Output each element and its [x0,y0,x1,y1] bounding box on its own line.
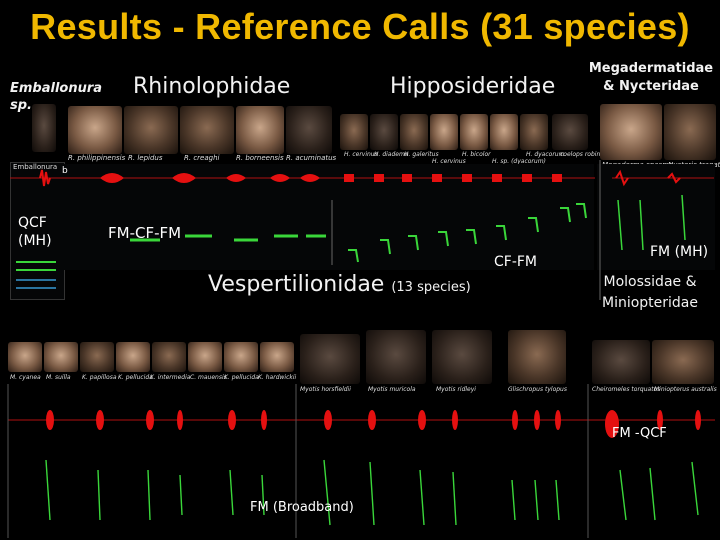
family-label-hipposideridae: Hipposideridae [390,74,556,99]
bat-photo [366,330,426,384]
species-label: H. cervinus [344,151,378,158]
slide-title: Results - Reference Calls (31 species) [30,6,690,47]
bat-photo [68,106,122,154]
bat-photo [370,114,398,150]
call-type-cf-fm: CF-FM [494,254,538,270]
species-label: H. cervinus [432,158,466,165]
bat-photo [552,114,588,150]
species-label: H. bicolor [462,151,491,158]
species-label: H. diadema [374,151,409,158]
bat-photo [600,104,662,160]
bat-photo [286,106,332,154]
species-label: K. pellucida [224,374,259,381]
bat-photo-emballonura [32,104,56,152]
species-label: Miniopterus australis [654,386,717,393]
spectrogram-emballonura: Emballonura [10,162,65,300]
bat-photo [490,114,518,150]
bat-photo [236,106,284,154]
species-label: R. borneensis [236,154,284,162]
family-label-rhinolophidae: Rhinolophidae [133,74,291,99]
species-label: H. galeritus [404,151,439,158]
species-label: R. acuminatus [286,154,337,162]
bat-photo [124,106,178,154]
family-name: Vespertilionidae [208,272,385,297]
bat-photo [44,342,78,372]
species-count: (13 species) [391,280,471,295]
bat-photo [224,342,258,372]
species-label: M. suilla [46,374,71,381]
bat-photo [8,342,42,372]
family-label-molossidae: Molossidae & Miniopteridae [601,274,698,311]
species-label: K. intermedia [150,374,191,381]
species-label: H. dyacorum [526,151,565,158]
species-label: M. cyanea [10,374,41,381]
spectrogram-title: Emballonura [13,163,58,171]
species-label: R. creaghi [184,154,220,162]
bat-photo [152,342,186,372]
family-label-vespertilionidae: Vespertilionidae (13 species) [208,272,471,297]
bat-photo [116,342,150,372]
species-label: Myotis ridleyi [436,386,476,393]
call-type-fm-broadband: FM (Broadband) [250,500,354,515]
species-label: R. philippinensis [68,154,126,162]
spectrogram-megadermatidae [597,164,715,270]
call-type-fm-qcf: FM -QCF [612,426,667,441]
bat-photo [430,114,458,150]
bat-photo [460,114,488,150]
call-type-fm-mh: FM (MH) [650,244,709,260]
species-label: K. pellucida [118,374,153,381]
bat-photo [432,330,492,384]
species-label: Myotis muricola [368,386,416,393]
species-label: H. sp. (dyacorum) [492,158,546,165]
bat-photo [664,104,716,160]
bat-photo [400,114,428,150]
species-label: Cheiromeles torquatus [592,386,661,393]
bat-photo [340,114,368,150]
bat-photo [652,340,714,384]
species-label: Myotis horsfieldii [300,386,351,393]
bat-photo [508,330,566,384]
bat-photo [188,342,222,372]
family-label-megadermatidae: Megadermatidae & Nycteridae [588,61,714,94]
species-label: C. mauensis [190,374,227,381]
species-label: K. papillosa [82,374,117,381]
spectrogram-marker-b: b [62,166,68,176]
species-label: K. hardwickii [258,374,297,381]
bat-photo [80,342,114,372]
family-label-emballonura: Emballonura sp. [10,81,103,113]
call-type-fm-cf-fm: FM-CF-FM [108,224,182,242]
species-label: R. lepidus [128,154,163,162]
bat-photo [520,114,548,150]
species-label: coelops robinsoni [560,151,613,158]
bat-photo [300,334,360,384]
bat-photo [180,106,234,154]
bat-photo [592,340,650,384]
bat-photo [260,342,294,372]
call-type-qcf-mh: QCF (MH) [18,215,52,249]
species-label: Glischropus tylopus [508,386,567,393]
